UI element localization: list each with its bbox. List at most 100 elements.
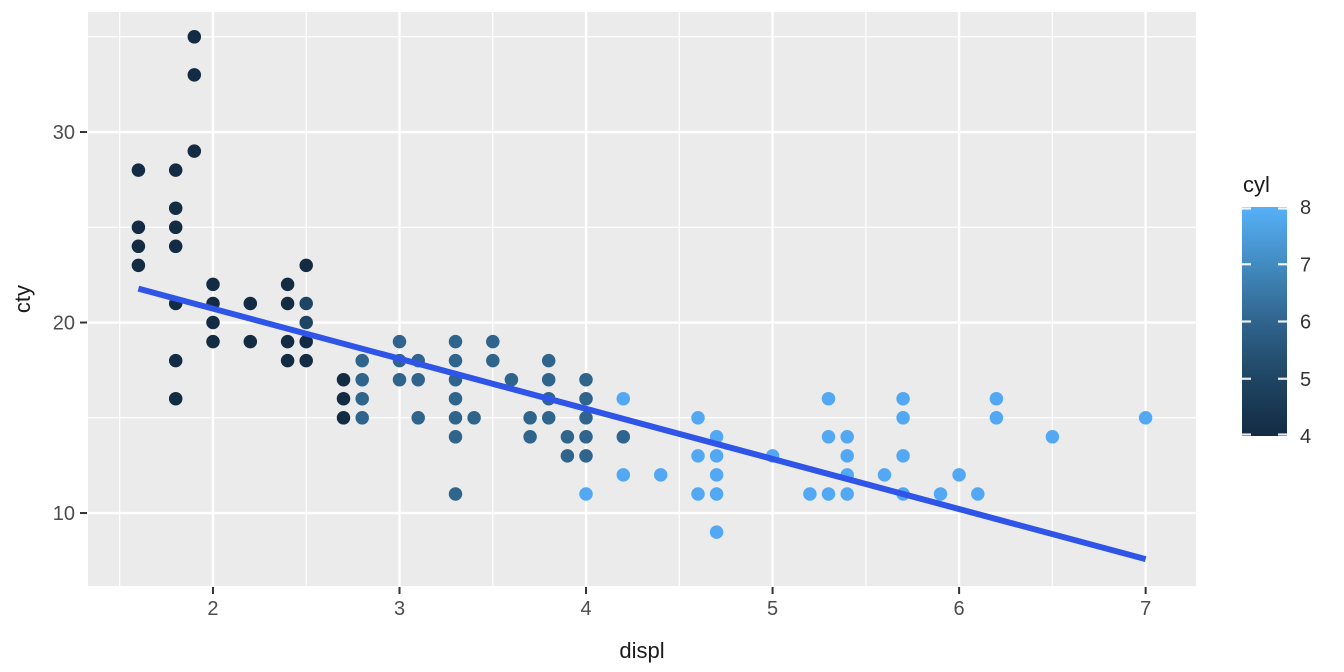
point-cyl4 (131, 220, 146, 235)
point-cyl6 (523, 411, 537, 425)
data-points (131, 30, 1153, 539)
point-cyl8 (933, 487, 948, 501)
colorbar-label: 4 (1300, 426, 1311, 448)
colorbar-label: 8 (1300, 197, 1311, 219)
point-cyl6 (560, 430, 575, 444)
point-cyl4 (131, 258, 146, 273)
x-tick-label: 6 (954, 598, 965, 620)
y-axis-title: cty (10, 285, 35, 313)
point-cyl6 (486, 353, 500, 368)
point-cyl6 (560, 449, 575, 463)
point-cyl4 (206, 277, 220, 292)
point-cyl6 (541, 353, 556, 368)
point-cyl8 (989, 411, 1004, 425)
point-cyl6 (355, 391, 369, 406)
point-cyl6 (355, 353, 369, 368)
point-cyl6 (355, 411, 369, 425)
colorbar-ticks (1242, 207, 1287, 436)
point-cyl6 (448, 391, 463, 406)
colorbar-legend: cyl 8 7 6 5 4 (1242, 172, 1311, 448)
point-cyl4 (280, 296, 295, 311)
point-cyl6 (541, 372, 556, 387)
point-cyl8 (709, 468, 724, 482)
point-cyl4 (336, 411, 351, 425)
point-cyl8 (803, 487, 817, 501)
point-cyl8 (1138, 411, 1153, 425)
point-cyl4 (243, 296, 258, 311)
point-cyl8 (616, 391, 631, 406)
axis-tick-marks (80, 131, 1147, 594)
point-cyl4 (168, 391, 183, 406)
point-cyl6 (579, 411, 593, 425)
point-cyl4 (131, 239, 146, 254)
point-cyl8 (840, 487, 854, 501)
point-cyl4 (299, 258, 313, 273)
point-cyl4 (243, 334, 258, 349)
point-cyl6 (541, 411, 556, 425)
point-cyl8 (709, 487, 724, 501)
point-cyl6 (392, 372, 407, 387)
point-cyl5 (299, 296, 313, 311)
point-cyl8 (840, 449, 854, 463)
point-cyl8 (989, 391, 1004, 406)
point-cyl6 (411, 411, 425, 425)
point-cyl8 (653, 468, 668, 482)
point-cyl6 (467, 411, 481, 425)
point-cyl8 (691, 449, 705, 463)
point-cyl4 (299, 353, 313, 368)
point-cyl4 (131, 163, 146, 177)
point-cyl8 (1045, 430, 1060, 444)
point-cyl6 (448, 411, 463, 425)
colorbar-label: 7 (1300, 254, 1311, 276)
point-cyl6 (579, 430, 593, 444)
point-cyl6 (616, 430, 631, 444)
point-cyl4 (187, 144, 202, 158)
point-cyl4 (168, 353, 183, 368)
colorbar-labels: 8 7 6 5 4 (1300, 197, 1311, 448)
point-cyl8 (821, 391, 836, 406)
point-cyl4 (206, 334, 220, 349)
point-cyl8 (691, 411, 705, 425)
colorbar-label: 5 (1300, 369, 1311, 391)
point-cyl8 (821, 430, 836, 444)
axis-tick-labels: 2 3 4 5 6 7 10 20 30 (53, 122, 1151, 620)
legend-title: cyl (1243, 172, 1270, 197)
point-cyl6 (448, 487, 463, 501)
point-cyl8 (971, 487, 985, 501)
point-cyl4 (336, 372, 351, 387)
trend-line (137, 285, 1147, 563)
point-cyl6 (448, 430, 463, 444)
point-cyl8 (579, 487, 593, 501)
point-cyl5 (299, 315, 313, 330)
panel-background (88, 12, 1196, 586)
point-cyl8 (616, 468, 631, 482)
point-cyl8 (709, 525, 724, 539)
point-cyl4 (280, 353, 295, 368)
x-tick-label: 2 (207, 598, 218, 620)
point-cyl8 (896, 411, 910, 425)
point-cyl4 (336, 391, 351, 406)
colorbar-label: 6 (1300, 312, 1311, 334)
point-cyl6 (392, 334, 407, 349)
point-cyl6 (523, 430, 537, 444)
x-tick-label: 5 (767, 598, 778, 620)
point-cyl4 (206, 315, 220, 330)
point-cyl8 (821, 487, 836, 501)
point-cyl6 (579, 372, 593, 387)
point-cyl4 (168, 201, 183, 215)
x-tick-label: 3 (394, 598, 405, 620)
point-cyl4 (299, 334, 313, 349)
trend-line-layer (137, 285, 1147, 563)
point-cyl6 (579, 449, 593, 463)
point-cyl8 (952, 468, 966, 482)
point-cyl4 (187, 30, 202, 44)
y-tick-label: 10 (53, 503, 75, 525)
point-cyl6 (448, 334, 463, 349)
point-cyl8 (896, 449, 910, 463)
x-tick-label: 7 (1140, 598, 1151, 620)
point-cyl8 (709, 449, 724, 463)
y-tick-label: 20 (53, 313, 75, 335)
x-tick-label: 4 (580, 598, 591, 620)
